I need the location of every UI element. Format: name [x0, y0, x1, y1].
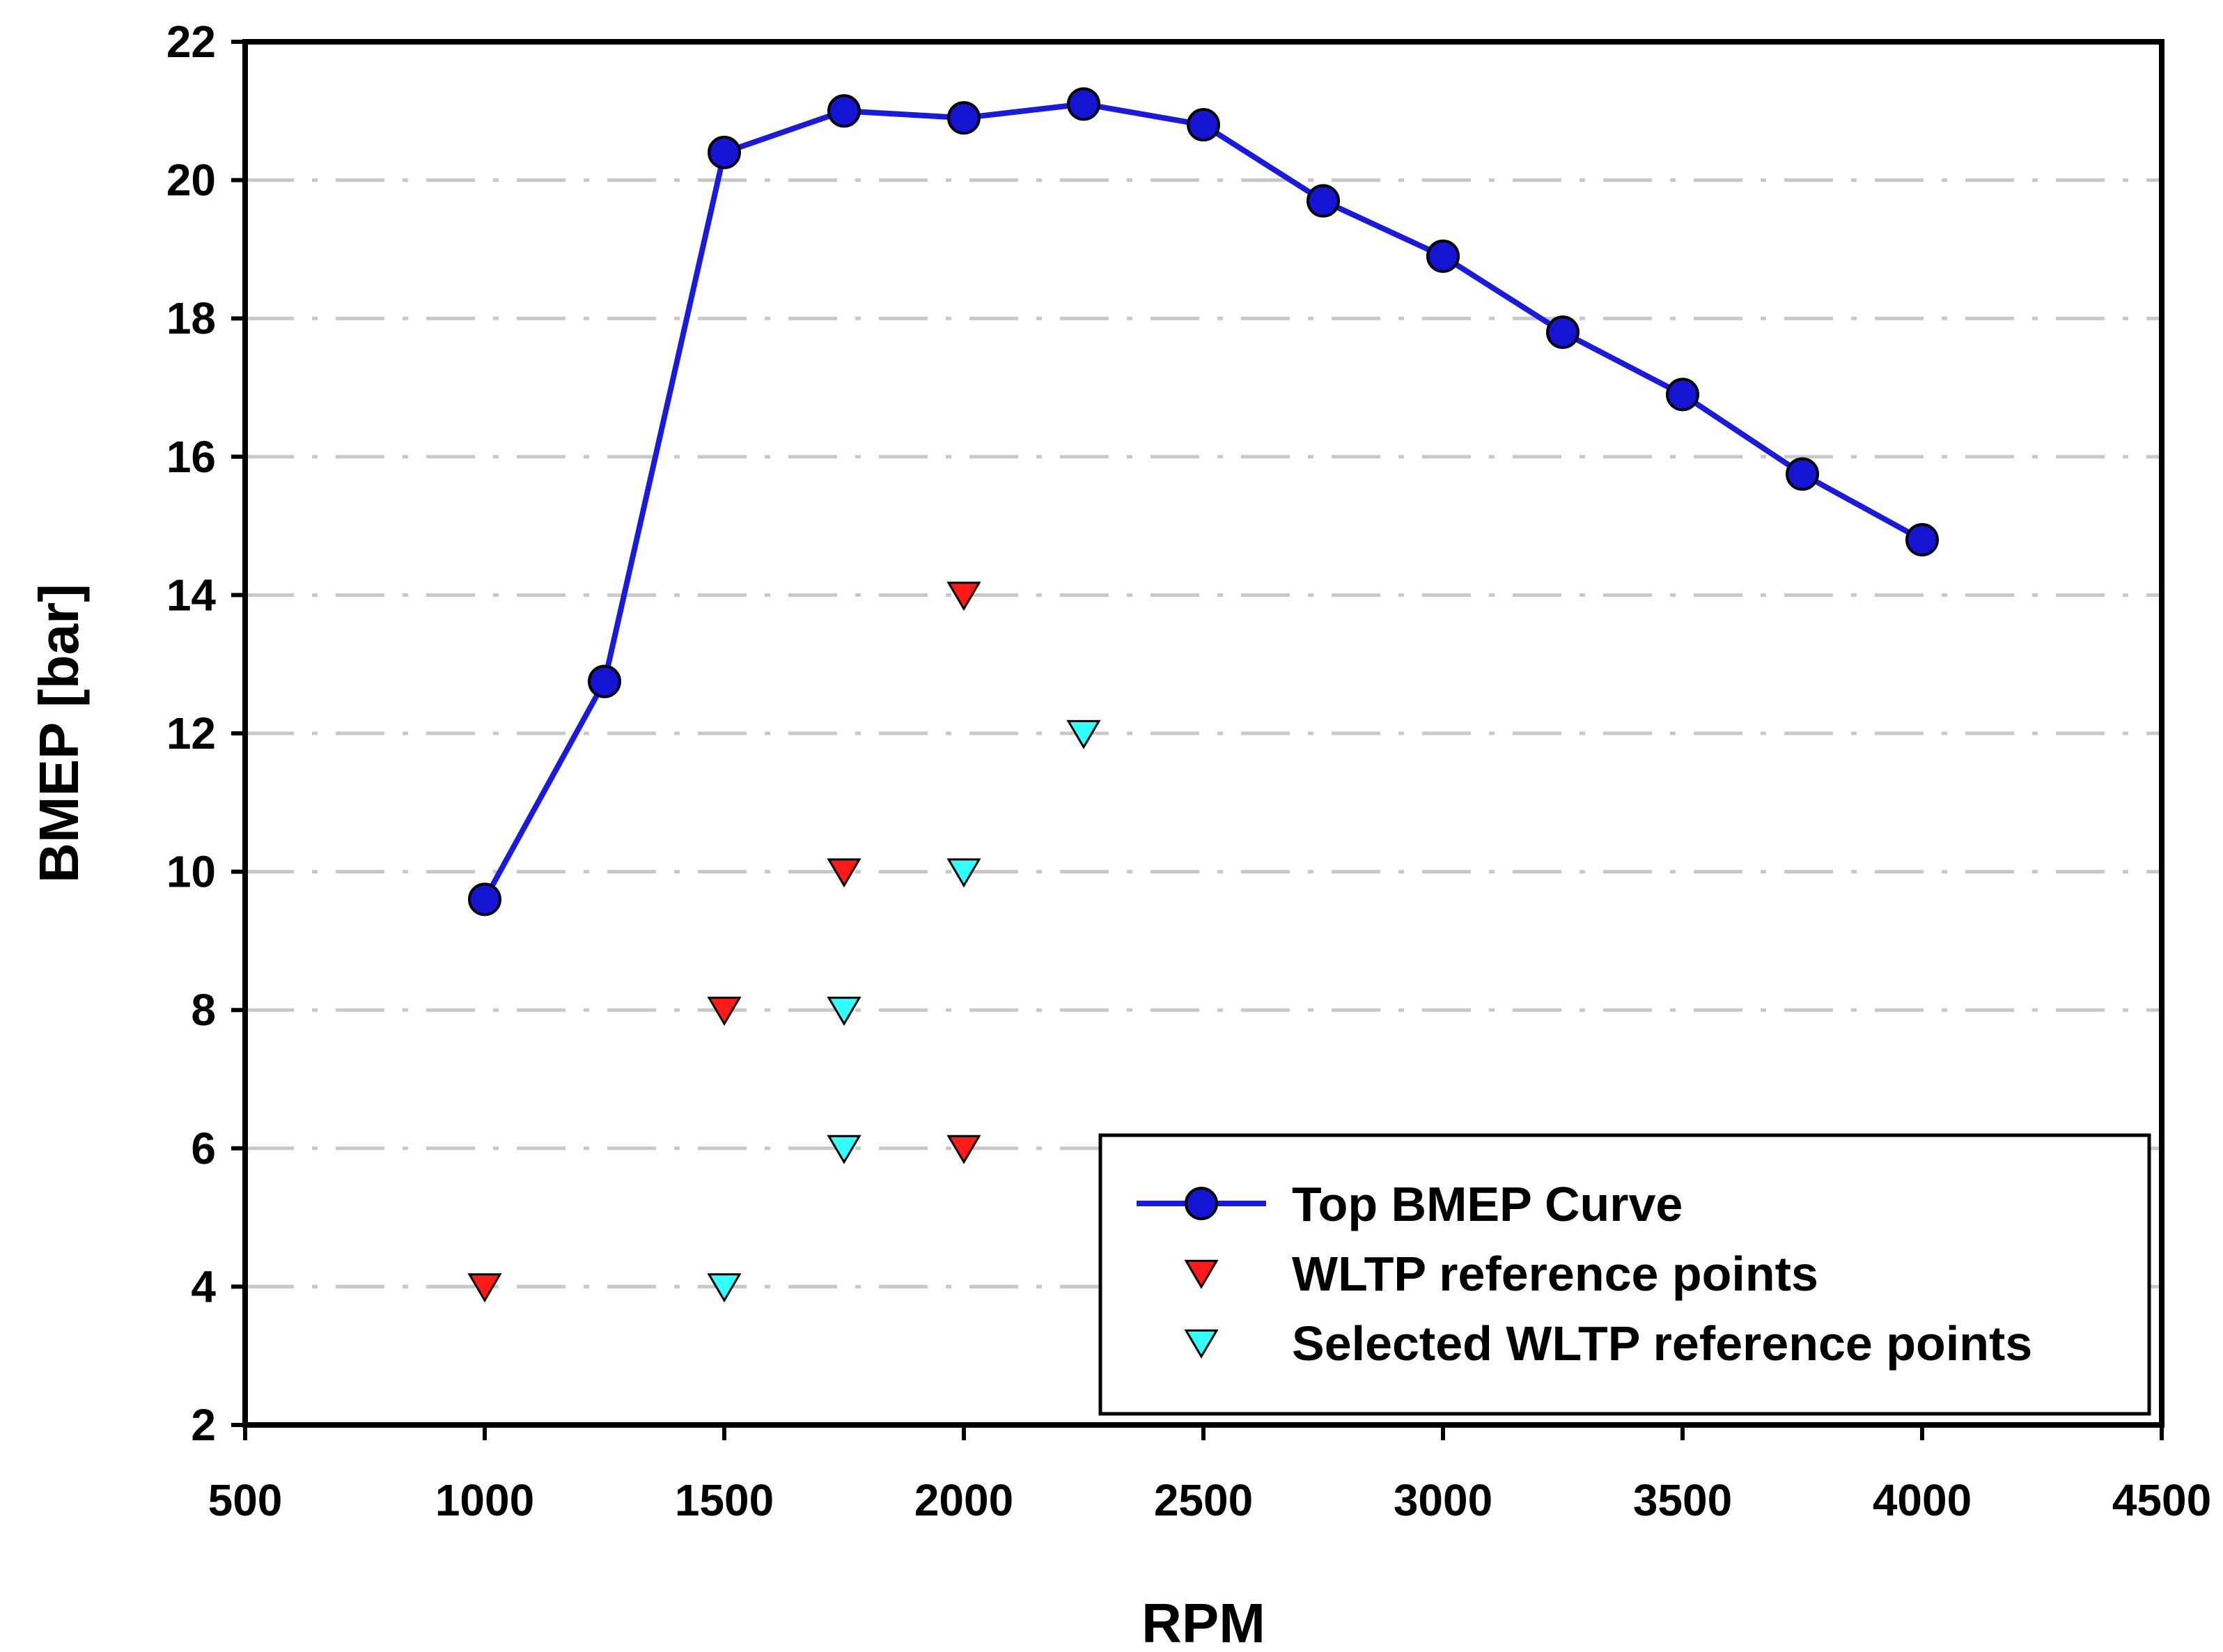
data-series: [467, 87, 1939, 1303]
y-tick-label: 20: [166, 155, 216, 205]
legend-box: [1098, 1133, 2151, 1416]
top-bmep-point: [1546, 315, 1580, 350]
plot-frame: [242, 39, 2164, 1428]
y-tick-label: 10: [166, 847, 216, 897]
y-tick-label: 4: [191, 1261, 216, 1311]
gridlines: [245, 178, 2162, 1288]
top-bmep-point: [1187, 108, 1220, 142]
legend-label: WLTP reference points: [1292, 1247, 1818, 1301]
wltp-reference-point: [946, 1135, 981, 1164]
legend-label: Top BMEP Curve: [1292, 1177, 1683, 1231]
selected-wltp-point: [1066, 719, 1101, 749]
wltp-reference-point: [827, 858, 861, 888]
top-bmep-point: [468, 882, 501, 917]
y-tick-label: 18: [166, 293, 216, 343]
y-tick-label: 22: [166, 17, 216, 67]
legend-marker-wltp: [1184, 1259, 1219, 1289]
legend: Top BMEP Curve WLTP reference points Selec…: [1098, 1133, 2151, 1416]
x-tick-label: 4500: [2112, 1475, 2211, 1525]
y-tick-label: 8: [191, 985, 216, 1035]
x-tick-label: 4000: [1873, 1475, 1972, 1525]
top-bmep-point: [827, 94, 861, 128]
selected-wltp-point: [707, 1273, 742, 1303]
x-tick-label: 2500: [1154, 1475, 1253, 1525]
top-bmep-point: [588, 664, 621, 699]
top-bmep-point: [947, 101, 981, 135]
top-bmep-point: [708, 135, 741, 169]
y-axis-title: BMEP [bar]: [28, 584, 90, 883]
x-tick-label: 1500: [675, 1475, 774, 1525]
y-tick-label: 14: [166, 570, 217, 620]
wltp-reference-point: [467, 1273, 502, 1303]
y-tick-label: 6: [191, 1123, 216, 1174]
selected-wltp-point: [827, 997, 861, 1026]
x-tick-label: 500: [208, 1475, 283, 1525]
y-tick-label: 2: [191, 1400, 216, 1450]
selected-wltp-point: [827, 1135, 861, 1164]
legend-marker-selected-wltp: [1184, 1329, 1219, 1359]
x-tick-label: 2000: [914, 1475, 1013, 1525]
top-bmep-point: [1306, 184, 1340, 218]
x-tick-label: 1000: [435, 1475, 534, 1525]
wltp-reference-point: [946, 582, 981, 611]
legend-label: Selected WLTP reference points: [1292, 1316, 2032, 1371]
y-tick-label: 16: [166, 432, 216, 482]
top-bmep-point: [1426, 239, 1460, 273]
legend-marker-top-bmep: [1185, 1187, 1218, 1220]
y-tick-label: 12: [166, 708, 216, 758]
top-bmep-point: [1905, 522, 1939, 556]
x-tick-label: 3000: [1394, 1475, 1492, 1525]
x-tick-label: 3500: [1633, 1475, 1732, 1525]
selected-wltp-point: [946, 858, 981, 888]
top-bmep-point: [1666, 377, 1699, 412]
wltp-reference-point: [707, 997, 742, 1026]
top-bmep-point: [1067, 87, 1100, 121]
x-axis-title: RPM: [1141, 1592, 1265, 1652]
top-bmep-point: [1786, 457, 1819, 491]
